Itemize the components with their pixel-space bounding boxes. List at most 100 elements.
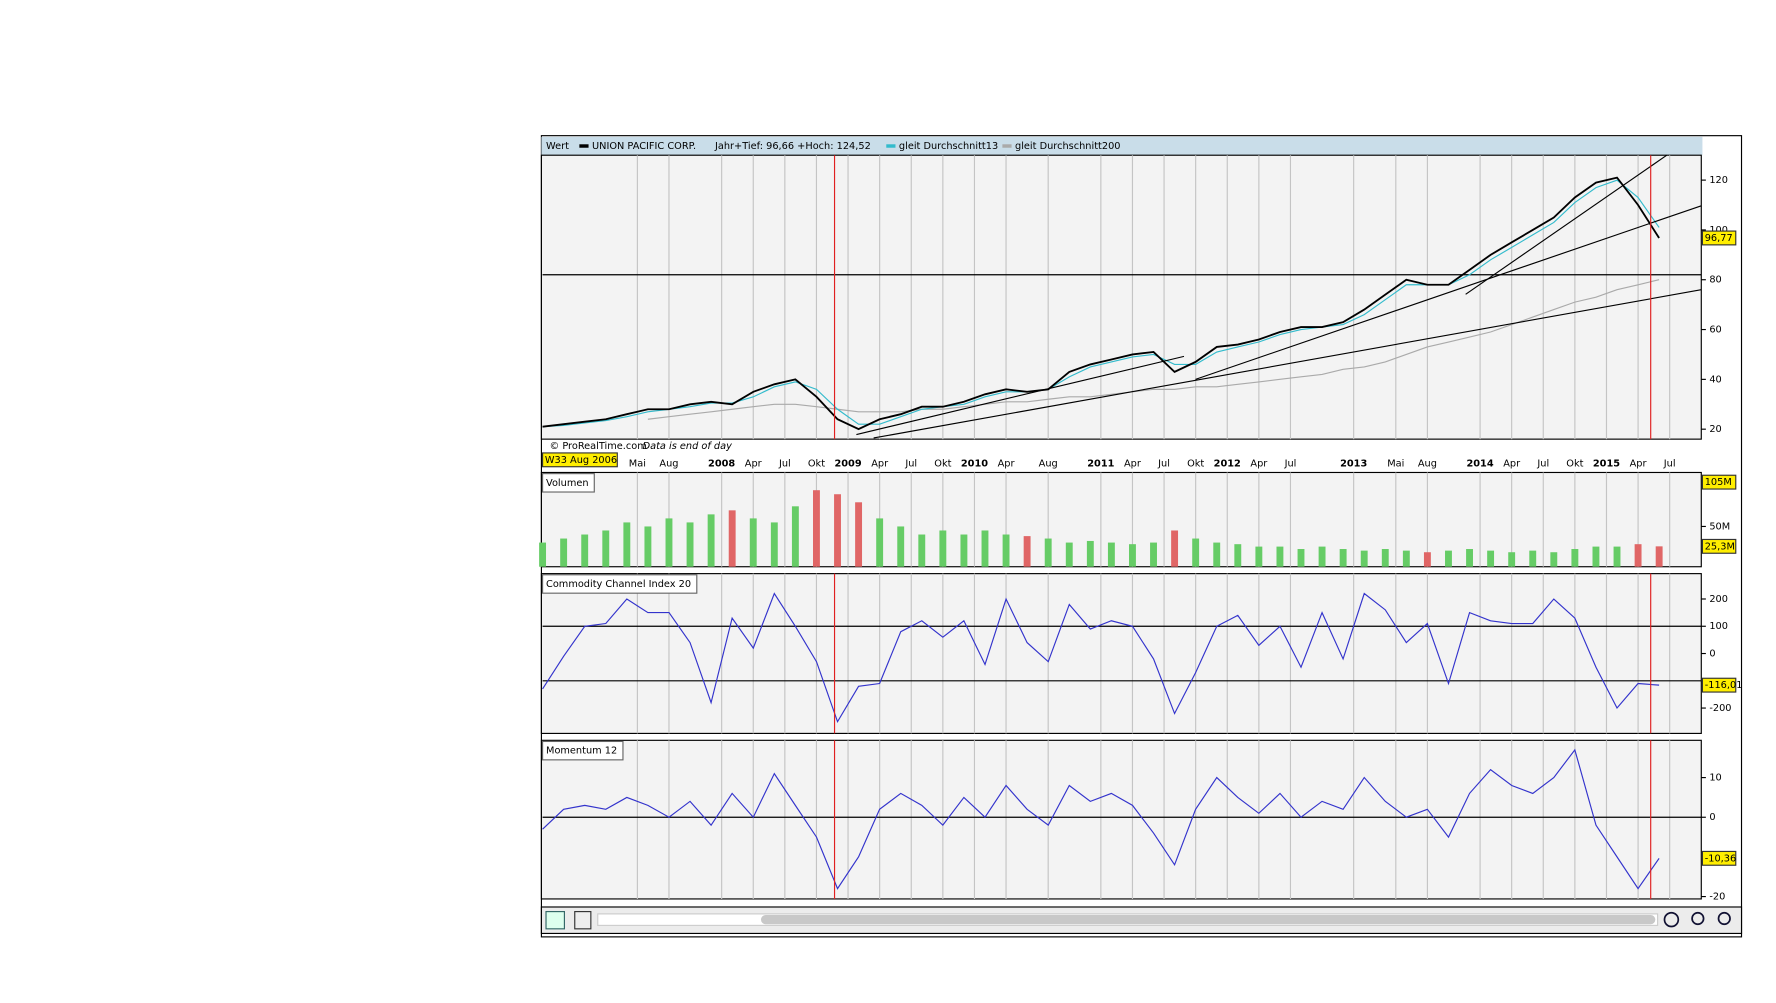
y-tick-label: 200 bbox=[1709, 594, 1728, 605]
bar bbox=[1002, 534, 1010, 567]
bar bbox=[1508, 552, 1516, 567]
panel-title: Volumen bbox=[546, 478, 589, 489]
bar bbox=[707, 514, 715, 567]
bar bbox=[1129, 544, 1136, 567]
bar bbox=[1445, 550, 1452, 567]
y-tick-label: 100 bbox=[1709, 225, 1728, 236]
bar bbox=[1255, 546, 1263, 567]
bar bbox=[1360, 550, 1368, 567]
event-lines bbox=[833, 155, 1652, 899]
bar bbox=[1044, 538, 1052, 567]
x-tick-label: Apr bbox=[998, 458, 1016, 469]
panel-title-box bbox=[541, 740, 624, 761]
bar bbox=[1318, 546, 1326, 567]
start-label: W33 Aug 2006 bbox=[545, 455, 617, 466]
y-tick-label: 50M bbox=[1709, 521, 1730, 532]
legend-bar bbox=[541, 136, 1703, 156]
current-box bbox=[1701, 850, 1737, 866]
trend-line bbox=[873, 289, 1702, 439]
x-tick-label: 2013 bbox=[1340, 458, 1367, 469]
x-tick-label: Jul bbox=[1536, 458, 1549, 469]
x-tick-label: Jul bbox=[1157, 458, 1170, 469]
bar bbox=[728, 510, 736, 567]
y-tick-label: -20 bbox=[1709, 892, 1725, 903]
bar bbox=[1381, 549, 1389, 567]
bar bbox=[876, 518, 884, 567]
legend-label: UNION PACIFIC CORP. bbox=[592, 141, 696, 152]
bar bbox=[918, 534, 926, 567]
y-tick-label: 60 bbox=[1709, 325, 1721, 336]
y-tick-label: 0 bbox=[1709, 812, 1715, 823]
max-label: 105M bbox=[1705, 477, 1732, 488]
x-tick-label: Okt bbox=[1187, 458, 1204, 469]
x-tick-label: 2008 bbox=[708, 458, 735, 469]
x-tick-label: Aug bbox=[1418, 458, 1437, 469]
x-tick-label: Aug bbox=[1039, 458, 1058, 469]
trend-line bbox=[1465, 154, 1668, 295]
data-line bbox=[542, 592, 1660, 724]
annotation: © ProRealTime.com bbox=[549, 441, 646, 452]
bar bbox=[1339, 549, 1347, 567]
settings-icon[interactable] bbox=[574, 911, 592, 930]
x-tick-label: Okt bbox=[934, 458, 951, 469]
scroll-thumb[interactable] bbox=[760, 915, 1656, 925]
subtitle: Jahr+Tief: 96,66 +Hoch: 124,52 bbox=[714, 141, 871, 152]
x-tick-label: Apr bbox=[1124, 458, 1142, 469]
legend-label: gleit Durchschnitt13 bbox=[899, 141, 998, 152]
y-tick-label: 0 bbox=[1709, 649, 1715, 660]
bar bbox=[1192, 538, 1200, 567]
y-tick-label: 120 bbox=[1709, 175, 1728, 186]
bar bbox=[1466, 549, 1473, 567]
bar bbox=[1150, 542, 1157, 567]
chart-icon[interactable] bbox=[545, 911, 565, 930]
x-tick-label: Aug bbox=[659, 458, 678, 469]
current-box bbox=[1701, 538, 1737, 554]
bar bbox=[855, 502, 863, 567]
bar bbox=[1487, 550, 1495, 567]
x-tick-label: Okt bbox=[808, 458, 825, 469]
zoom-out-icon[interactable] bbox=[1691, 911, 1705, 926]
bar bbox=[1529, 550, 1537, 567]
bar bbox=[581, 534, 589, 567]
x-tick-label: Mai bbox=[1387, 458, 1404, 469]
toolbar bbox=[540, 906, 1743, 935]
zoom-fit-icon[interactable] bbox=[1663, 911, 1680, 928]
current-label: -10,36 bbox=[1705, 853, 1736, 864]
bar bbox=[1171, 530, 1179, 567]
bar bbox=[1571, 549, 1579, 567]
bar bbox=[686, 522, 694, 567]
plot-area bbox=[540, 573, 1702, 734]
y-tick-label: 100 bbox=[1709, 621, 1728, 632]
plot-area bbox=[540, 154, 1702, 440]
legend-swatch bbox=[579, 144, 589, 148]
current-box bbox=[1701, 230, 1737, 246]
bar bbox=[981, 530, 989, 567]
y-tick-label: -200 bbox=[1709, 703, 1731, 714]
current-label: -116,01 bbox=[1705, 680, 1743, 691]
bar bbox=[791, 506, 799, 567]
current-label: 25,3M bbox=[1705, 541, 1735, 552]
current-box bbox=[1701, 677, 1737, 693]
zoom-in-icon[interactable] bbox=[1717, 911, 1731, 926]
trend-lines bbox=[856, 154, 1702, 439]
legend-swatch bbox=[1002, 144, 1012, 148]
current-label: 96,77 bbox=[1705, 233, 1733, 244]
bar bbox=[749, 518, 757, 567]
trend-line bbox=[856, 355, 1185, 436]
bar bbox=[834, 494, 841, 567]
panel-title-box bbox=[541, 473, 595, 493]
x-tick-label: Jul bbox=[1663, 458, 1676, 469]
x-tick-label: Mai bbox=[629, 458, 646, 469]
y-tick-label: 20 bbox=[1709, 424, 1721, 435]
bar bbox=[1276, 546, 1284, 567]
data-line bbox=[647, 279, 1660, 420]
x-tick-label: 2009 bbox=[834, 458, 861, 469]
x-tick-label: Jul bbox=[904, 458, 917, 469]
data-line bbox=[542, 176, 1660, 431]
panel-title: Momentum 12 bbox=[546, 746, 617, 757]
x-tick-label: 2011 bbox=[1087, 458, 1114, 469]
bar bbox=[1213, 542, 1221, 567]
max-box bbox=[1701, 474, 1737, 490]
x-tick-label: Apr bbox=[1250, 458, 1268, 469]
